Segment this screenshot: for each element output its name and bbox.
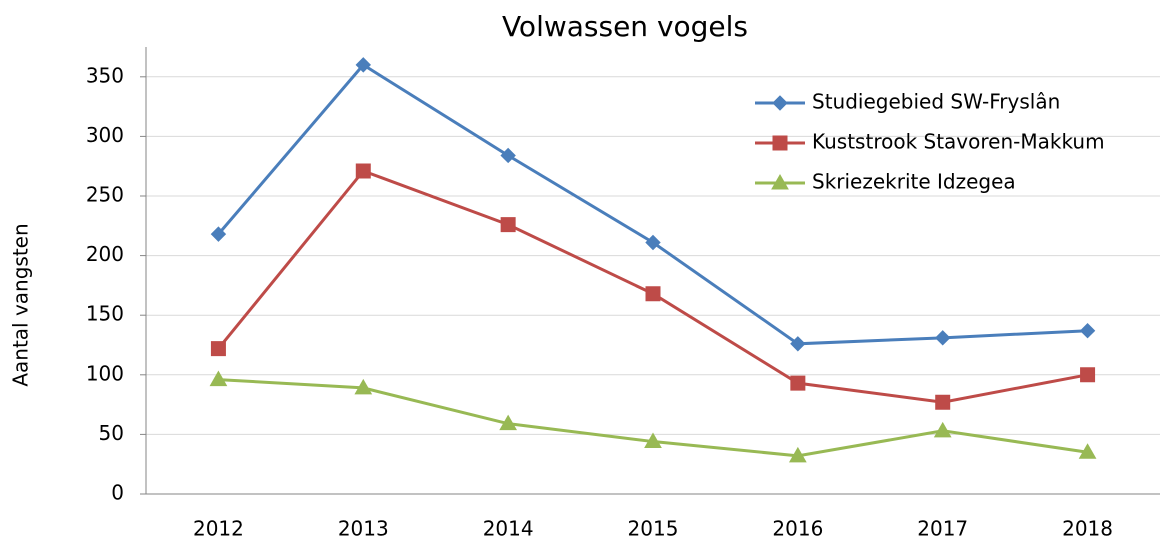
- x-tick-label: 2015: [628, 517, 679, 541]
- marker: [935, 394, 951, 410]
- x-tick-label: 2014: [483, 517, 534, 541]
- marker: [355, 57, 371, 73]
- y-tick-label: 200: [86, 242, 124, 266]
- x-tick-label: 2018: [1062, 517, 1113, 541]
- y-tick-label: 0: [111, 481, 124, 505]
- marker: [1079, 322, 1096, 339]
- marker: [645, 286, 661, 302]
- y-axis-label: Aantal vangsten: [9, 223, 33, 386]
- marker: [209, 370, 228, 387]
- chart-title: Volwassen vogels: [502, 10, 748, 43]
- y-tick-label: 250: [86, 183, 124, 207]
- legend-marker: [772, 135, 788, 151]
- marker: [210, 226, 227, 242]
- marker: [644, 432, 662, 449]
- marker: [933, 421, 952, 438]
- legend-marker: [771, 173, 789, 190]
- legend-label: Kuststrook Stavoren-Makkum: [812, 130, 1105, 154]
- marker: [355, 163, 371, 179]
- y-tick-label: 150: [86, 302, 124, 326]
- legend-label: Skriezekrite Idzegea: [812, 170, 1016, 194]
- y-tick-label: 100: [86, 361, 124, 385]
- x-tick-label: 2012: [193, 517, 244, 541]
- marker: [1080, 367, 1096, 383]
- marker: [935, 330, 951, 346]
- marker: [499, 414, 518, 431]
- marker: [210, 341, 226, 357]
- marker: [1078, 443, 1097, 459]
- legend-marker: [772, 95, 788, 111]
- y-tick-label: 50: [99, 421, 124, 445]
- marker: [788, 446, 807, 463]
- marker: [500, 147, 516, 164]
- y-tick-label: 300: [86, 123, 124, 147]
- marker: [500, 217, 516, 233]
- marker: [645, 234, 661, 251]
- legend-label: Studiegebied SW-Fryslân: [812, 90, 1060, 114]
- y-tick-label: 350: [86, 63, 124, 87]
- marker: [790, 375, 806, 391]
- marker: [354, 378, 373, 395]
- x-tick-label: 2016: [772, 517, 823, 541]
- x-tick-label: 2017: [917, 517, 968, 541]
- marker: [790, 336, 806, 352]
- x-tick-label: 2013: [338, 517, 389, 541]
